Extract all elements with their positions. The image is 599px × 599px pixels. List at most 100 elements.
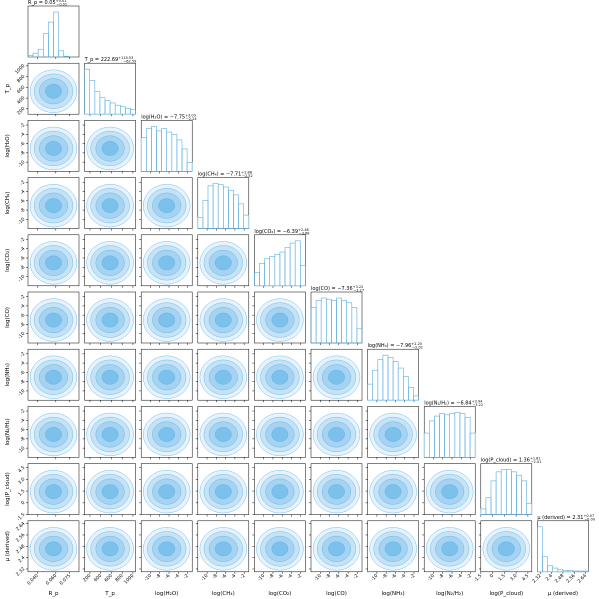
hist-bar [336, 297, 342, 344]
x-tick-label: 2.32 [531, 573, 543, 585]
y-tick-label: 3.0 [17, 476, 26, 485]
title-main: log(CO₂) = −6.39 [254, 229, 298, 235]
panel [422, 520, 476, 574]
title-plus: +1.81 [530, 457, 541, 461]
hist-bar [243, 214, 250, 229]
contour [45, 541, 62, 557]
title-main: T_p = 222.69 [84, 57, 119, 63]
y-axis-label: log(CH₄) [5, 192, 11, 215]
hist-bar [228, 190, 234, 229]
panel-frame [84, 406, 136, 458]
y-tick-label: -2 [19, 237, 27, 245]
panel-frame [84, 177, 136, 229]
x-tick-label: 2.48 [554, 573, 566, 585]
x-axis-label: log(P_cloud) [489, 591, 523, 597]
x-tick-label: -8 [211, 573, 219, 581]
contour [441, 484, 459, 499]
title-minus: −2.52 [242, 174, 253, 178]
x-tick-label: -10 [143, 573, 153, 583]
x-tick-label: -4 [230, 573, 238, 581]
y-tick-label: -10 [17, 331, 27, 341]
panel [195, 348, 250, 403]
contour [271, 312, 289, 328]
y-axis-label: log(CO₂) [5, 249, 11, 272]
hist-bar [526, 503, 533, 515]
panel [82, 463, 136, 517]
x-tick-label: -2 [465, 573, 473, 581]
panel [252, 463, 306, 517]
hist-bar [537, 526, 543, 573]
panel [310, 291, 363, 345]
hist-bar [202, 200, 209, 229]
x-tick-label: -2 [239, 573, 247, 581]
panel [195, 463, 250, 517]
hist-bar [511, 471, 517, 515]
title-main: log(N₂/H₂) = −6.84 [424, 400, 471, 406]
hist-bar [356, 328, 363, 344]
panel-frame [254, 348, 306, 401]
x-tick-label: 3.0 [509, 573, 518, 582]
y-tick-label: -8 [19, 322, 27, 330]
hist-bar [181, 148, 188, 172]
x-axis-label: log(H₂O) [155, 591, 178, 597]
hist-bar [408, 387, 414, 401]
x-axis-label: log(CO₂) [268, 591, 291, 597]
hist-bar [99, 97, 106, 115]
panel [309, 520, 363, 574]
hist-bar [176, 139, 183, 172]
panel-frame [140, 463, 193, 515]
hist-bar [166, 131, 173, 172]
y-tick-label: -4 [19, 360, 27, 368]
panel-title: log(CO₂) = −6.39+2.48 −3.88 [254, 228, 309, 236]
y-tick-label: -8 [19, 264, 27, 272]
x-tick-label: -10 [426, 573, 436, 583]
hist-bar [557, 569, 564, 573]
hist-bar [84, 68, 90, 115]
hist-bar [469, 432, 476, 458]
title-minus: −3.22 [472, 403, 483, 407]
hist-bar [331, 300, 337, 344]
x-tick-label: -2 [182, 573, 190, 581]
panel-frame [27, 120, 80, 172]
panel [195, 291, 250, 345]
y-tick-label: -2 [19, 408, 27, 416]
hist-bar [223, 186, 229, 229]
title-plus: +2.48 [298, 228, 309, 232]
contour [158, 369, 176, 385]
title-plus: +2.25 [411, 342, 422, 346]
x-tick-label: -6 [221, 573, 229, 581]
x-tick-label: 0.075 [59, 573, 73, 587]
y-tick-label: -6 [19, 370, 27, 378]
y-tick-label: 600 [16, 84, 26, 94]
panel [26, 177, 80, 231]
hist-bar [53, 11, 59, 58]
contour [328, 484, 345, 499]
panel [139, 234, 193, 288]
hist-bar [89, 80, 96, 115]
panel [252, 406, 306, 460]
panel [367, 348, 419, 403]
title-plus: +2.88 [241, 171, 252, 175]
hist-bar [562, 569, 569, 573]
hist-bar [582, 570, 589, 573]
panel [26, 406, 80, 460]
contour [214, 541, 232, 557]
y-tick-label: 0 [20, 500, 26, 506]
y-tick-label: -6 [19, 312, 27, 320]
hist-bar [151, 126, 157, 172]
panel [537, 520, 589, 574]
hist-bar [27, 55, 34, 58]
y-tick-label: 1000 [14, 63, 27, 76]
contour [214, 484, 232, 499]
x-tick-label: -4 [286, 573, 294, 581]
panel [139, 463, 193, 517]
x-tick-label: 1.5 [497, 573, 506, 582]
panel [195, 406, 250, 460]
hist-bar [269, 256, 276, 287]
x-axis-label: T_p [104, 591, 115, 597]
panel [27, 5, 80, 59]
x-tick-label: 2.64 [577, 573, 589, 585]
contour [45, 198, 62, 213]
hist-bar [94, 91, 101, 115]
